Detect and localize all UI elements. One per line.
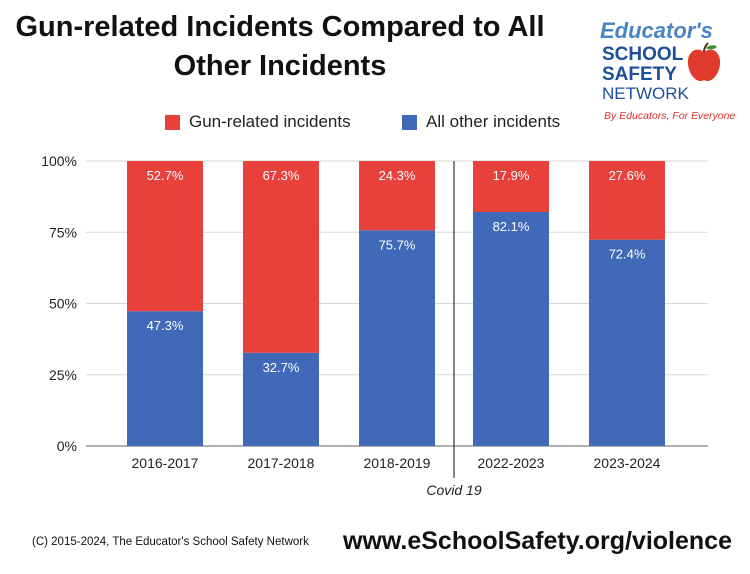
bar-other-2023-2024: [589, 239, 665, 446]
x-category-label: 2023-2024: [594, 455, 661, 471]
bar-gun-2017-2018: [243, 161, 319, 353]
apple-icon: [687, 42, 721, 82]
x-category-label: 2018-2019: [364, 455, 431, 471]
legend-label-gun: Gun-related incidents: [189, 112, 351, 131]
data-label-other: 75.7%: [379, 237, 416, 252]
website-url: www.eSchoolSafety.org/violence: [343, 527, 732, 555]
data-label-other: 82.1%: [493, 219, 530, 234]
copyright-text: (C) 2015-2024, The Educator's School Saf…: [32, 536, 309, 548]
title-line-2: Other Incidents: [173, 50, 387, 82]
x-category-label: 2017-2018: [248, 455, 315, 471]
data-label-gun: 27.6%: [609, 168, 646, 183]
bar-gun-2023-2024: [589, 161, 665, 240]
esn-logo: Educator's SCHOOL SAFETY NETWORK By Educ…: [598, 18, 748, 122]
y-tick-label: 100%: [41, 153, 77, 169]
bar-gun-2016-2017: [127, 161, 203, 312]
legend-swatch-gun: [165, 115, 180, 130]
data-label-gun: 52.7%: [147, 168, 184, 183]
y-tick-label: 75%: [49, 224, 77, 240]
x-category-label: 2022-2023: [478, 455, 545, 471]
logo-educators: Educator's: [600, 18, 713, 43]
bar-other-2017-2018: [243, 352, 319, 446]
y-tick-label: 0%: [57, 438, 77, 454]
data-label-gun: 17.9%: [493, 168, 530, 183]
bar-gun-2022-2023: [473, 161, 549, 213]
data-label-other: 47.3%: [147, 318, 184, 333]
bar-gun-2018-2019: [359, 161, 435, 231]
bar-other-2016-2017: [127, 311, 203, 446]
chart-title: Gun-related Incidents Compared to All Ot…: [0, 8, 560, 86]
bar-other-2022-2023: [473, 212, 549, 446]
logo-network: NETWORK: [602, 84, 689, 103]
legend-swatch-other: [402, 115, 417, 130]
logo-school: SCHOOL: [602, 44, 684, 65]
y-tick-label: 50%: [49, 296, 77, 312]
logo-safety: SAFETY: [602, 64, 677, 85]
data-label-other: 32.7%: [263, 360, 300, 375]
bar-other-2018-2019: [359, 230, 435, 446]
x-category-label: 2016-2017: [132, 455, 199, 471]
legend-label-other: All other incidents: [426, 112, 561, 131]
y-tick-label: 25%: [49, 367, 77, 383]
covid-annotation: Covid 19: [426, 482, 481, 498]
logo-tagline: By Educators, For Everyone: [604, 110, 736, 122]
data-label-other: 72.4%: [609, 247, 646, 262]
title-line-1: Gun-related Incidents Compared to All: [15, 11, 545, 43]
data-label-gun: 24.3%: [379, 168, 416, 183]
data-label-gun: 67.3%: [263, 168, 300, 183]
